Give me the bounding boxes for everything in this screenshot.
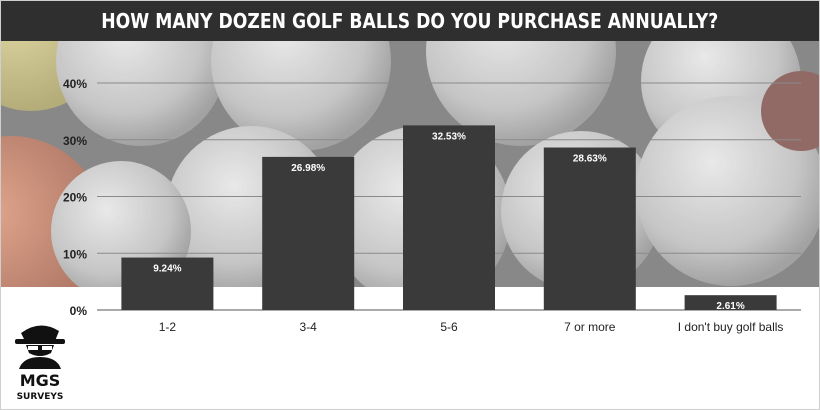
golfer-hat-icon [15,325,65,369]
x-tick-label: 1-2 [159,320,177,334]
bar [684,295,777,310]
bar-value-labels: 9.24% 26.98% 32.53% 28.63% 2.61% [153,131,745,312]
bar [543,147,636,310]
title-bar: HOW MANY DOZEN GOLF BALLS DO YOU PURCHAS… [1,1,819,41]
mgs-surveys-logo: MGS SURVEYS [15,325,65,402]
y-axis-tick-labels: 0% 10% 20% 30% 40% [63,77,87,318]
x-tick-label: 5-6 [440,320,458,334]
x-tick-label: 7 or more [564,320,616,334]
x-axis-category-labels: 1-2 3-4 5-6 7 or more I don't buy golf balls [159,320,784,334]
bar-value-label: 9.24% [153,264,181,275]
y-tick-label: 30% [63,134,87,148]
bar [121,257,214,310]
logo-text-surveys: SURVEYS [17,392,64,402]
bar-value-label: 32.53% [432,131,466,142]
y-tick-label: 20% [63,191,87,205]
bar [403,125,495,311]
y-tick-label: 40% [63,77,87,91]
y-tick-label: 0% [70,304,88,318]
bar-value-label: 28.63% [573,154,607,165]
bar-value-label: 2.61% [716,301,744,312]
bars [121,125,777,311]
bar [262,156,355,310]
x-tick-label: I don't buy golf balls [678,320,784,334]
logo-text-mgs: MGS [20,371,61,390]
x-tick-label: 3-4 [300,320,318,334]
chart-title: HOW MANY DOZEN GOLF BALLS DO YOU PURCHAS… [101,9,719,33]
y-tick-label: 10% [63,247,87,261]
bar-value-label: 26.98% [291,163,325,174]
